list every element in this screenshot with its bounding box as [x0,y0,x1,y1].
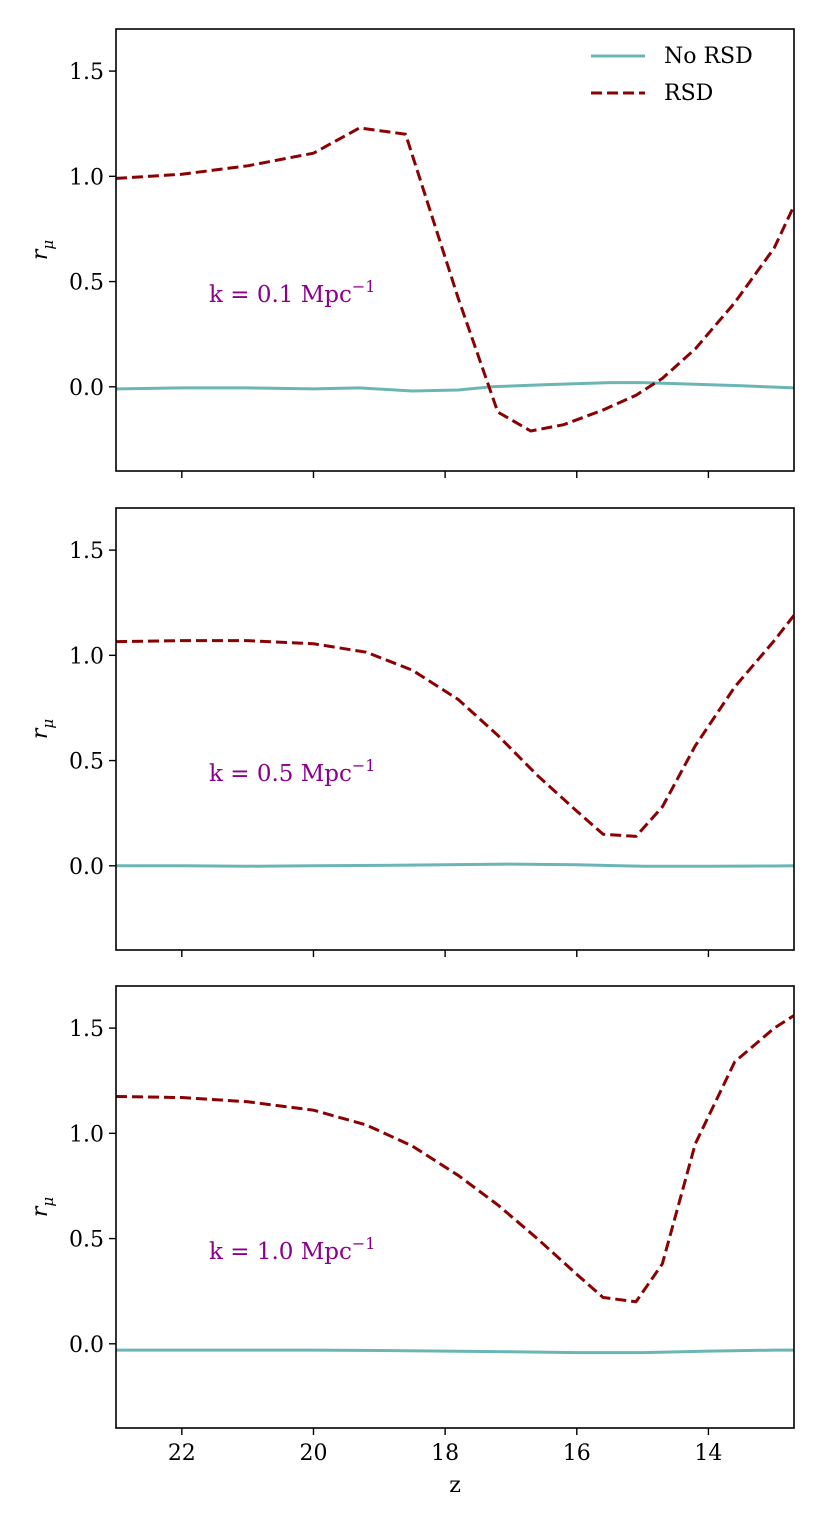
x-tick-label: 14 [694,1441,722,1466]
x-tick-label: 20 [299,1441,327,1466]
y-tick-label: 0.5 [69,750,104,775]
x-tick-label: 22 [168,1441,196,1466]
legend-label-rsd: RSD [664,81,713,106]
k-annotation: k = 0.5 Mpc−1 [209,756,375,787]
y-tick-label: 0.0 [69,855,104,880]
series-rsd-line [116,1014,794,1304]
y-tick-label: 1.5 [69,60,104,85]
y-axis-label: rμ [28,1197,57,1217]
y-axis-label: rμ [28,240,57,260]
axes-frame [115,28,795,472]
y-tick-label: 1.0 [69,1122,104,1147]
panel-middle: 0.0 0.5 1.0 1.5 rμ k = 0.5 Mpc−1 [28,507,795,957]
series-no-rsd-line [116,381,794,393]
y-tick-label: 0.0 [69,376,104,401]
y-tick-label: 1.0 [69,165,104,190]
k-annotation: k = 1.0 Mpc−1 [209,1234,375,1265]
legend: No RSD RSD [591,44,753,106]
x-axis-label: z [449,1473,461,1498]
panel-bottom: 0.0 0.5 1.0 1.5 22 20 18 16 14 rμ z k = 1.0 Mpc−1 [28,985,795,1498]
y-tick-label: 1.5 [69,539,104,564]
x-tick-label: 16 [563,1441,591,1466]
panel-top: 0.0 0.5 1.0 1.5 rμ k = 0.1 Mpc−1 No RSD RSD [28,28,795,478]
y-tick-label: 0.5 [69,271,104,296]
y-tick-label: 0.0 [69,1333,104,1358]
series-no-rsd-line [116,1348,794,1355]
y-tick-label: 1.5 [69,1017,104,1042]
series-no-rsd-line [116,862,794,868]
series-rsd-line [116,614,794,838]
axes-frame [115,507,795,951]
y-axis-label: rμ [28,719,57,739]
y-tick-label: 1.0 [69,644,104,669]
x-tick-label: 18 [431,1441,459,1466]
y-tick-label: 0.5 [69,1228,104,1253]
legend-label-no-rsd: No RSD [664,44,753,69]
series-rsd-line [116,126,794,433]
k-annotation: k = 0.1 Mpc−1 [209,277,375,308]
axes-frame [115,985,795,1429]
